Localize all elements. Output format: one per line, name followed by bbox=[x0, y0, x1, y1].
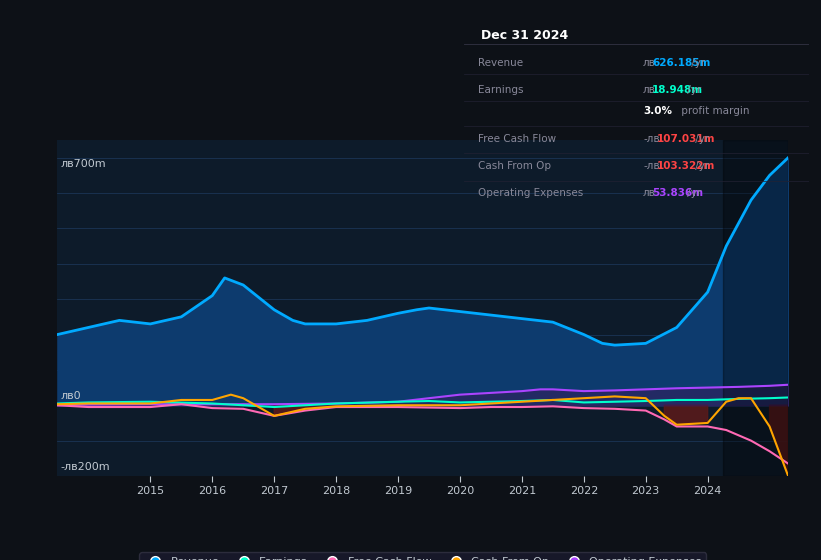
Text: лв: лв bbox=[643, 188, 656, 198]
Text: лв: лв bbox=[643, 85, 656, 95]
Text: Operating Expenses: Operating Expenses bbox=[478, 188, 583, 198]
Text: 18.948m: 18.948m bbox=[652, 85, 704, 95]
Text: лв0: лв0 bbox=[61, 391, 81, 401]
Text: 53.836m: 53.836m bbox=[652, 188, 704, 198]
Legend: Revenue, Earnings, Free Cash Flow, Cash From Op, Operating Expenses: Revenue, Earnings, Free Cash Flow, Cash … bbox=[140, 552, 706, 560]
Text: /yr: /yr bbox=[688, 58, 705, 68]
Text: -лв200m: -лв200m bbox=[61, 462, 110, 472]
Text: Dec 31 2024: Dec 31 2024 bbox=[481, 30, 568, 43]
Text: Free Cash Flow: Free Cash Flow bbox=[478, 134, 556, 143]
Text: -лв: -лв bbox=[643, 161, 660, 171]
Text: /yr: /yr bbox=[692, 161, 709, 171]
Text: /yr: /yr bbox=[684, 85, 701, 95]
Text: /yr: /yr bbox=[692, 134, 709, 143]
Text: лв: лв bbox=[643, 58, 656, 68]
Text: 3.0%: 3.0% bbox=[643, 106, 672, 116]
Text: 103.322m: 103.322m bbox=[657, 161, 715, 171]
Text: -лв: -лв bbox=[643, 134, 660, 143]
Text: 626.185m: 626.185m bbox=[652, 58, 710, 68]
Text: Cash From Op: Cash From Op bbox=[478, 161, 551, 171]
Bar bbox=[723, 140, 788, 476]
Text: /yr: /yr bbox=[684, 188, 701, 198]
Text: Revenue: Revenue bbox=[478, 58, 523, 68]
Text: 107.031m: 107.031m bbox=[657, 134, 715, 143]
Text: profit margin: profit margin bbox=[677, 106, 749, 116]
Text: Earnings: Earnings bbox=[478, 85, 523, 95]
Text: лв700m: лв700m bbox=[61, 160, 106, 170]
